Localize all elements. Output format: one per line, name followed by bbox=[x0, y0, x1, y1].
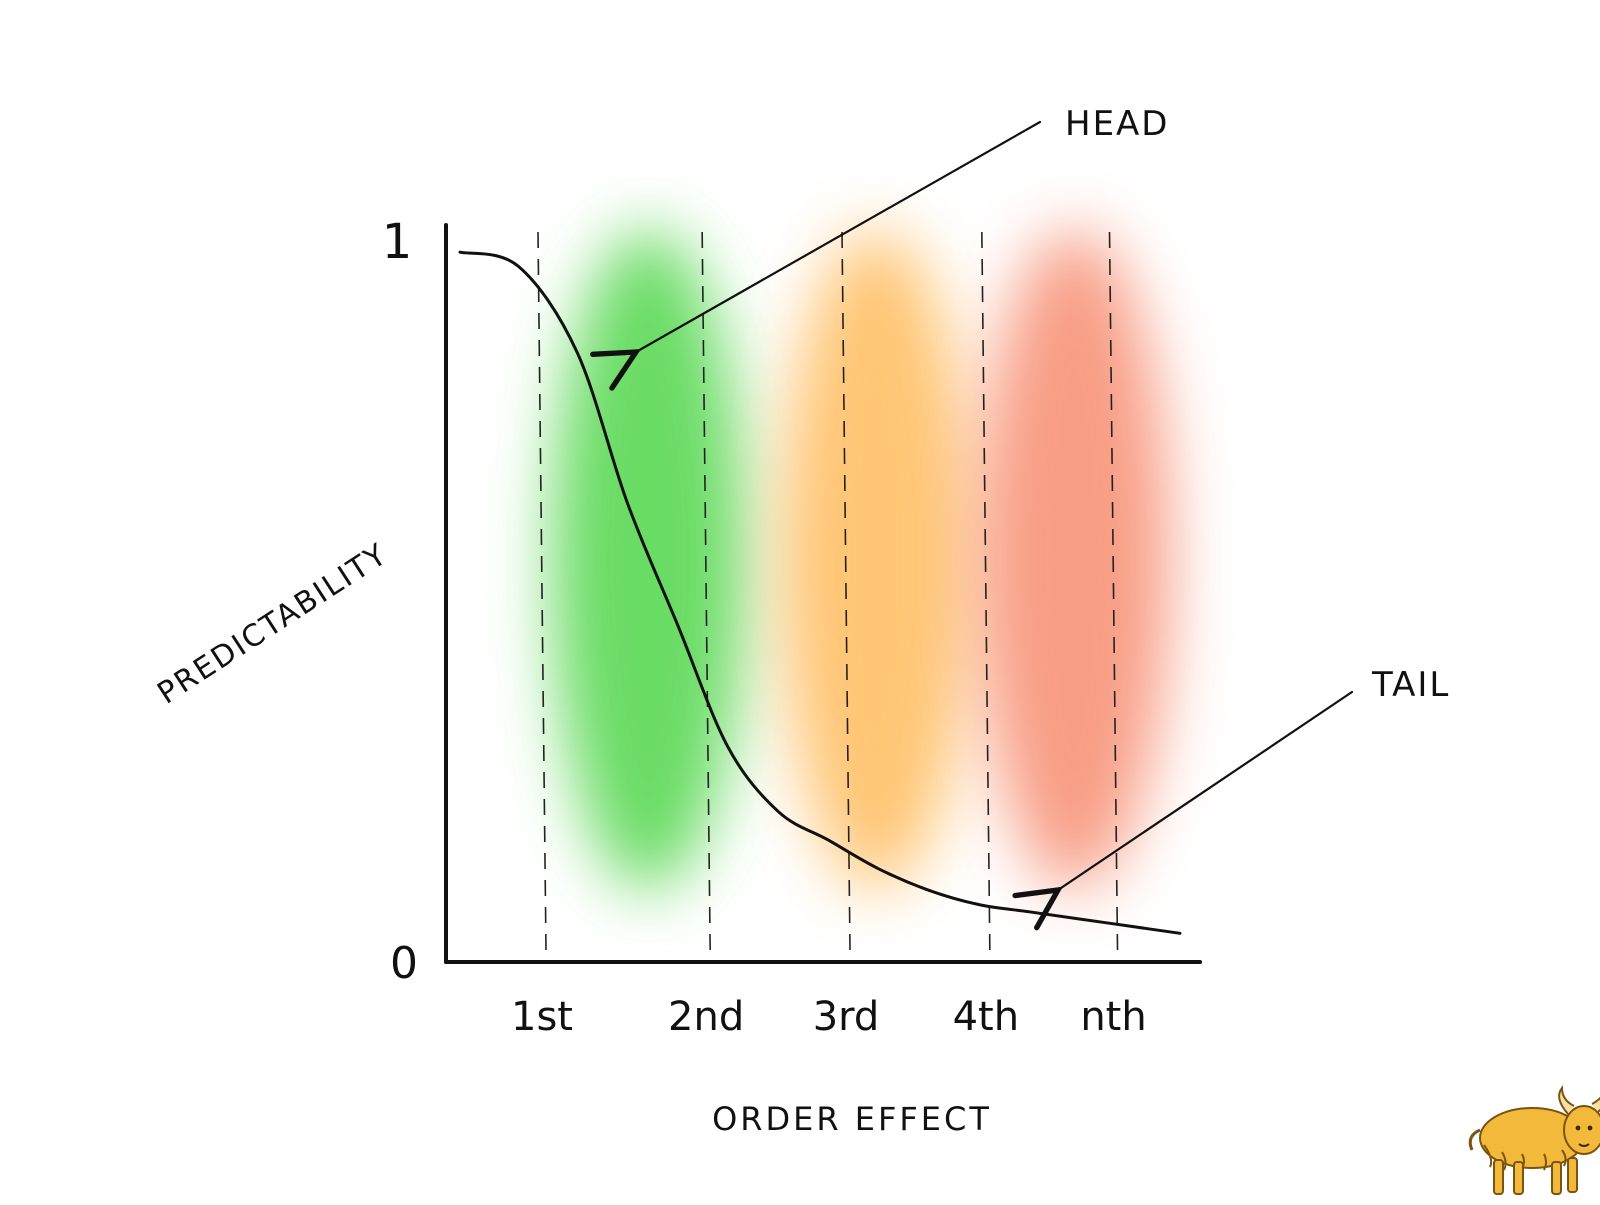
y-axis-label: PREDICTABILITY bbox=[151, 537, 394, 712]
color-band-2 bbox=[780, 230, 973, 890]
annotation-label-head: HEAD bbox=[1065, 104, 1170, 144]
x-tick-labels: 1st 2nd 3rd 4th nth bbox=[511, 994, 1147, 1040]
color-band-1 bbox=[552, 230, 745, 890]
color-bands bbox=[552, 230, 1170, 890]
x-tick-label-2nd: 2nd bbox=[668, 994, 744, 1040]
grid-lines bbox=[537, 231, 1119, 951]
grid-line-1st bbox=[537, 231, 547, 951]
x-tick-label-nth: nth bbox=[1080, 994, 1146, 1040]
annotations: HEAD TAIL bbox=[636, 104, 1450, 890]
grid-line-nth bbox=[1108, 231, 1119, 951]
yak-icon bbox=[1468, 1085, 1600, 1195]
annotation-label-tail: TAIL bbox=[1371, 665, 1450, 705]
x-axis-label: ORDER EFFECT bbox=[712, 1100, 992, 1138]
annotation-arrow-head bbox=[636, 120, 1042, 352]
color-band-3 bbox=[978, 230, 1170, 890]
x-tick-label-3rd: 3rd bbox=[813, 994, 880, 1040]
grid-line-2nd bbox=[701, 231, 711, 951]
grid-line-4th bbox=[981, 231, 991, 951]
y-tick-label-top: 1 bbox=[382, 214, 413, 270]
y-tick-label-bottom: 0 bbox=[390, 938, 418, 989]
x-tick-label-4th: 4th bbox=[953, 994, 1019, 1040]
x-tick-label-1st: 1st bbox=[511, 994, 573, 1040]
grid-line-3rd bbox=[841, 231, 851, 951]
annotation-arrow-tail bbox=[1058, 690, 1354, 890]
